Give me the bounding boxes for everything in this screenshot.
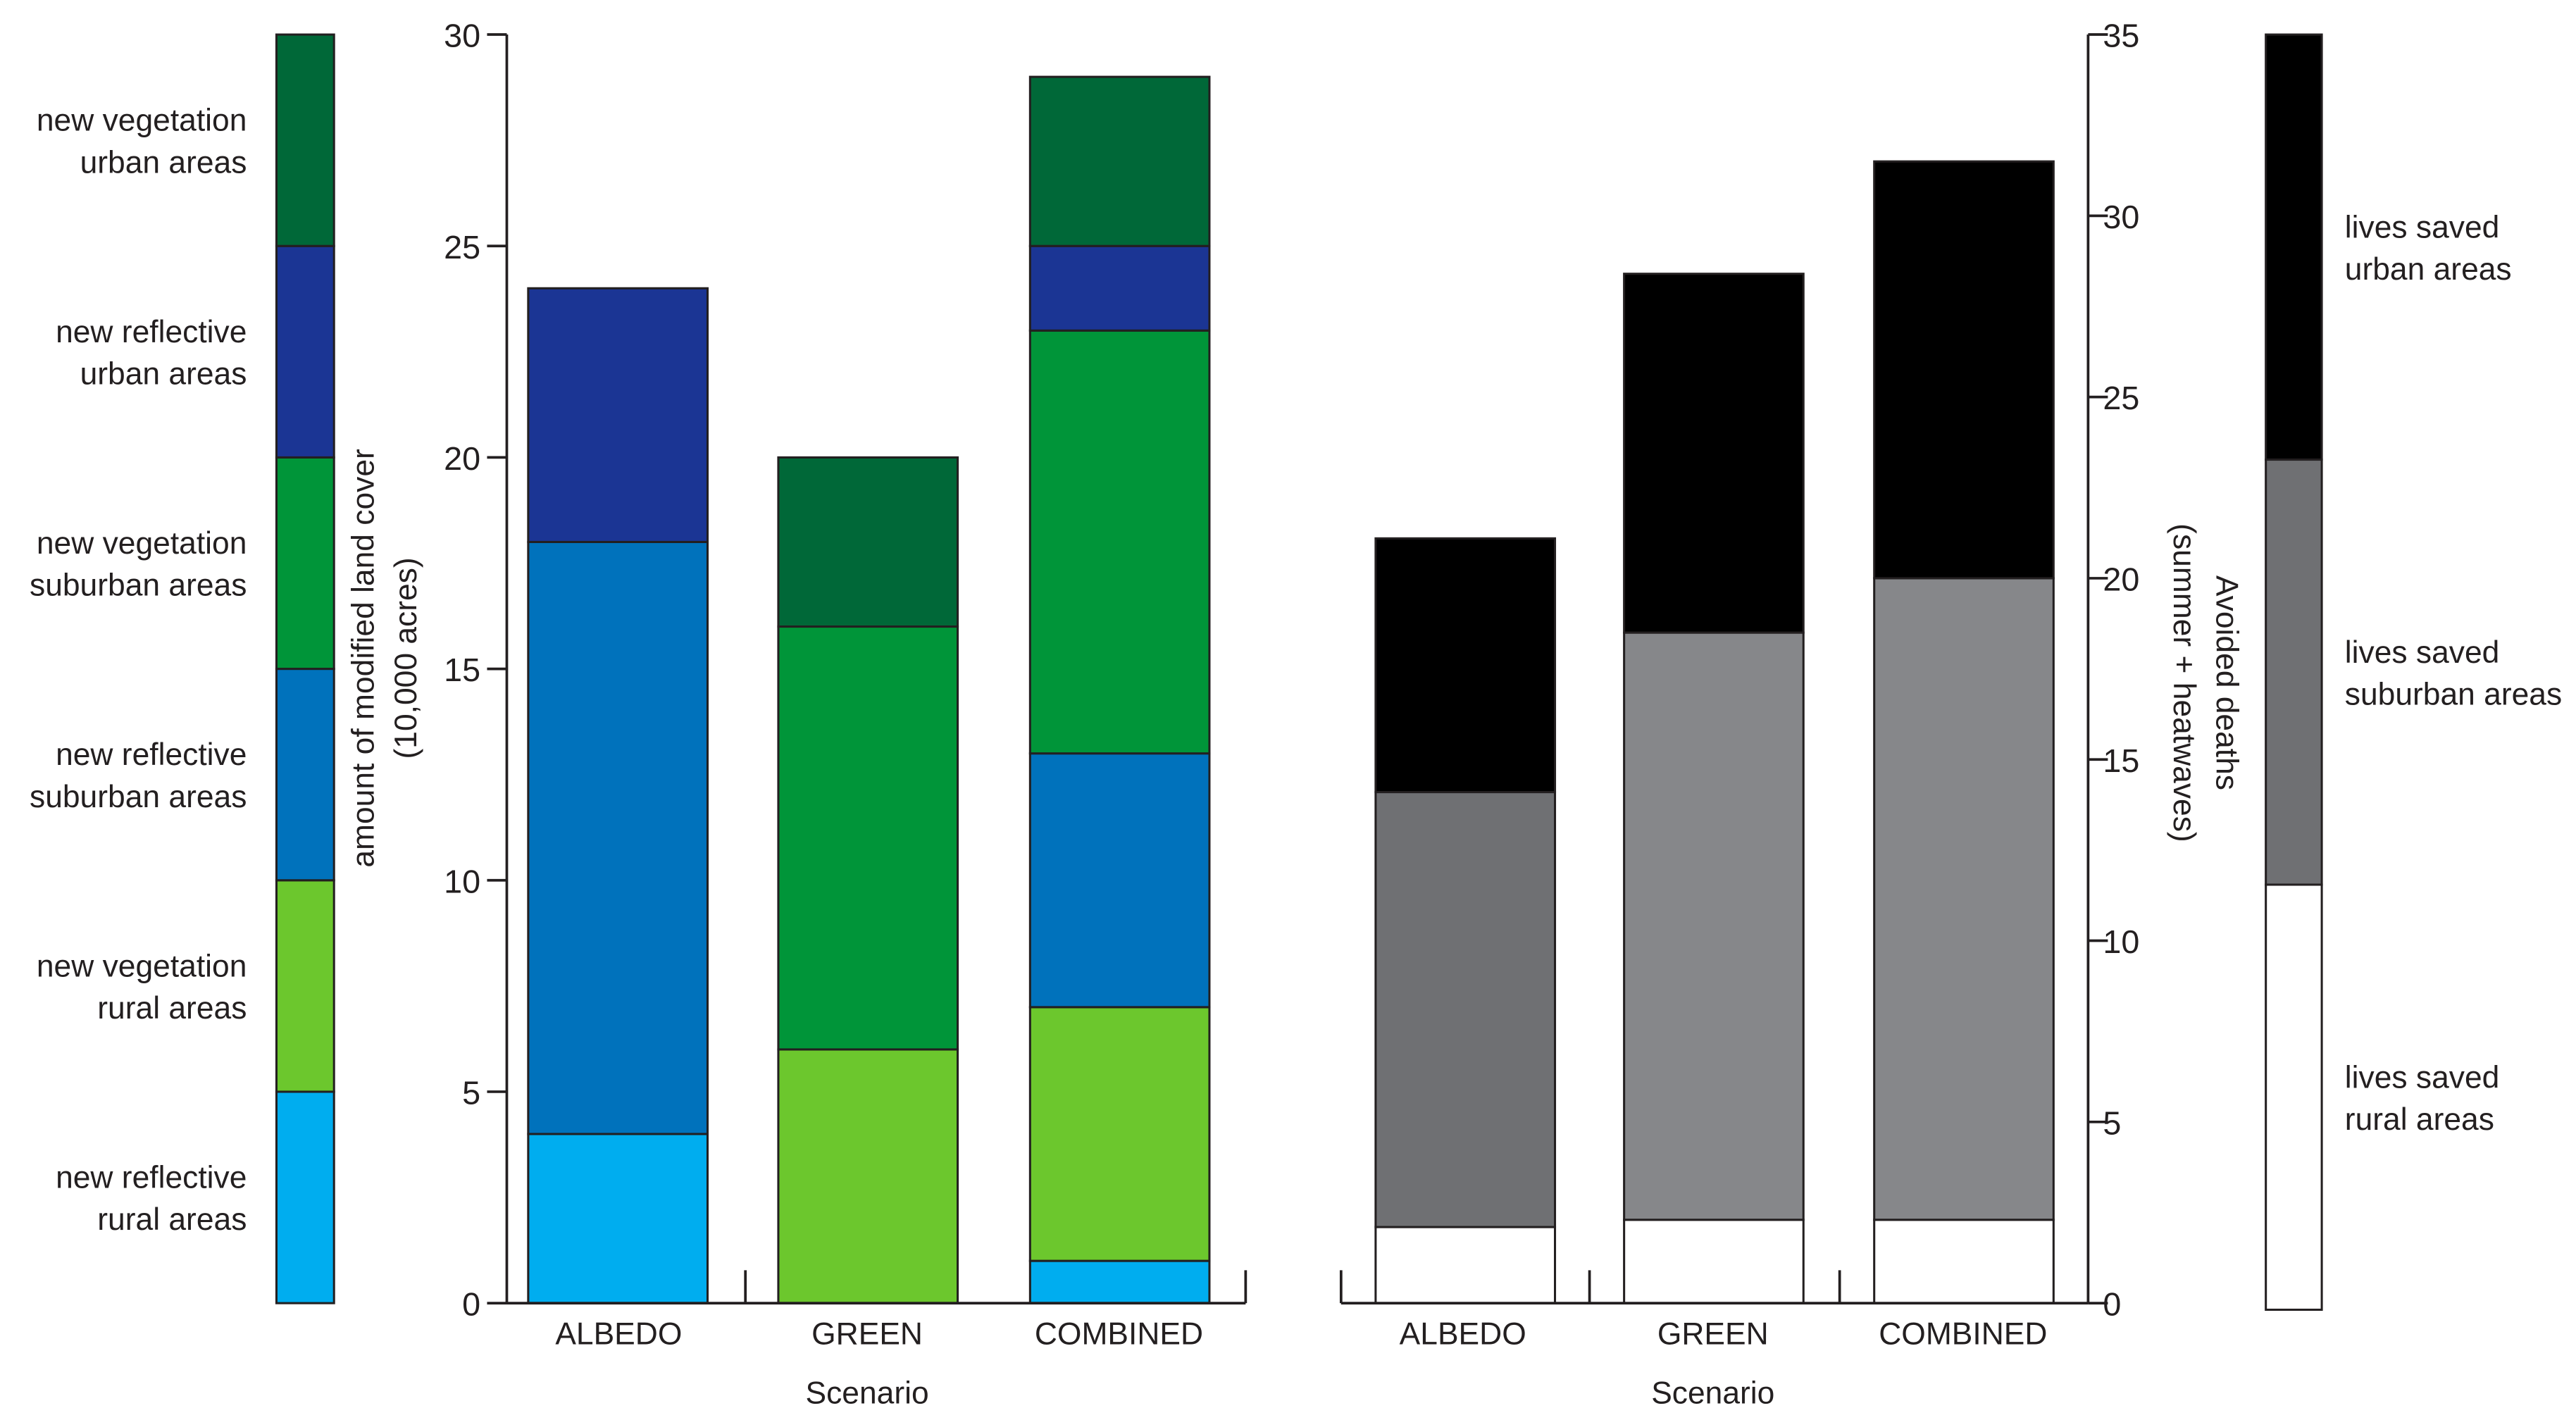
- land-cover-x-tick-label-green: GREEN: [811, 1317, 923, 1352]
- avoided-deaths-legend-label-lives-saved-urban-areas: urban areas: [2345, 252, 2512, 287]
- avoided-deaths-y-tick-label: 25: [2103, 380, 2139, 416]
- avoided-deaths-legend-swatch-lives-saved-urban-areas: [2265, 33, 2323, 461]
- land-cover-bar-combined-new-reflective-urban-areas: [1028, 244, 1211, 332]
- avoided-deaths-bar-combined-lives-saved-urban-areas: [1873, 160, 2055, 580]
- avoided-deaths-x-tick-label-albedo: ALBEDO: [1400, 1317, 1526, 1352]
- land-cover-bar-albedo-new-reflective-urban-areas: [527, 287, 709, 543]
- land-cover-bar-albedo-new-reflective-rural-areas: [527, 1133, 709, 1304]
- avoided-deaths-x-tick-label-combined: COMBINED: [1879, 1317, 2047, 1352]
- avoided-deaths-bar-green-lives-saved-urban-areas: [1623, 273, 1805, 634]
- avoided-deaths-y-tick-label: 20: [2103, 561, 2139, 597]
- land-cover-legend-label-new-vegetation-urban-areas: urban areas: [80, 145, 247, 180]
- avoided-deaths-y-tick-label: 0: [2103, 1286, 2121, 1323]
- avoided-deaths-y-tick-label: 35: [2103, 18, 2139, 54]
- land-cover-legend-swatch-new-reflective-rural-areas: [275, 1090, 335, 1304]
- avoided-deaths-bar-albedo-lives-saved-rural-areas: [1374, 1226, 1557, 1304]
- land-cover-legend-swatch-new-reflective-urban-areas: [275, 244, 335, 459]
- land-cover-legend-label-new-reflective-urban-areas: urban areas: [80, 356, 247, 391]
- land-cover-y-axis-title-units: (10,000 acres): [389, 557, 423, 759]
- land-cover-bar-combined-new-reflective-rural-areas: [1028, 1259, 1211, 1304]
- avoided-deaths-bar-albedo-lives-saved-suburban-areas: [1374, 791, 1557, 1228]
- land-cover-legend-label-new-reflective-urban-areas: new reflective: [56, 315, 247, 349]
- land-cover-x-tick-label-combined: COMBINED: [1035, 1317, 1203, 1352]
- avoided-deaths-legend-swatch-lives-saved-suburban-areas: [2265, 459, 2323, 886]
- land-cover-chart: 0 5 10 15 20 25 30 ALBEDO GREEN COMBINED Scenario a…: [30, 18, 1247, 1411]
- land-cover-bar-combined-new-vegetation-urban-areas: [1028, 75, 1211, 247]
- avoided-deaths-legend-label-lives-saved-suburban-areas: suburban areas: [2345, 677, 2562, 711]
- land-cover-y-tick-label: 20: [444, 440, 480, 477]
- land-cover-y-tick-label: 25: [444, 229, 480, 266]
- avoided-deaths-y-tick-label: 15: [2103, 742, 2139, 779]
- land-cover-bar-green-new-vegetation-suburban-areas: [777, 625, 959, 1051]
- land-cover-y-axis-title: amount of modified land cover: [346, 449, 380, 868]
- avoided-deaths-legend-label-lives-saved-urban-areas: lives saved: [2345, 210, 2500, 244]
- land-cover-legend-swatch-new-reflective-suburban-areas: [275, 668, 335, 882]
- land-cover-bar-combined-new-reflective-suburban-areas: [1028, 752, 1211, 1009]
- land-cover-legend-label-new-vegetation-suburban-areas: new vegetation: [37, 526, 247, 561]
- avoided-deaths-bar-albedo-lives-saved-urban-areas: [1374, 537, 1557, 794]
- land-cover-legend-label-new-reflective-rural-areas: new reflective: [56, 1161, 247, 1195]
- land-cover-bar-combined-new-vegetation-suburban-areas: [1028, 329, 1211, 755]
- avoided-deaths-y-tick-label: 30: [2103, 199, 2139, 235]
- avoided-deaths-y-axis-title-units: (summer + heatwaves): [2167, 523, 2201, 842]
- avoided-deaths-legend-swatch-lives-saved-rural-areas: [2265, 883, 2323, 1311]
- land-cover-legend-swatch-new-vegetation-urban-areas: [275, 33, 335, 247]
- land-cover-legend-label-new-vegetation-rural-areas: new vegetation: [37, 949, 247, 983]
- avoided-deaths-bar-green-lives-saved-suburban-areas: [1623, 631, 1805, 1221]
- avoided-deaths-legend-label-lives-saved-suburban-areas: lives saved: [2345, 635, 2500, 670]
- land-cover-legend-label-new-reflective-rural-areas: rural areas: [97, 1202, 247, 1237]
- land-cover-x-axis-title: Scenario: [806, 1376, 929, 1411]
- land-cover-x-tick-label-albedo: ALBEDO: [555, 1317, 682, 1352]
- land-cover-legend-label-new-vegetation-suburban-areas: suburban areas: [30, 568, 247, 603]
- land-cover-legend-label-new-vegetation-rural-areas: rural areas: [97, 991, 247, 1026]
- land-cover-bar-green-new-vegetation-urban-areas: [777, 456, 959, 628]
- land-cover-legend-label-new-vegetation-urban-areas: new vegetation: [37, 104, 247, 138]
- avoided-deaths-x-axis-title: Scenario: [1651, 1376, 1774, 1411]
- land-cover-legend-swatch-new-vegetation-suburban-areas: [275, 456, 335, 671]
- avoided-deaths-y-tick-label: 10: [2103, 923, 2139, 960]
- land-cover-legend-label-new-reflective-suburban-areas: suburban areas: [30, 780, 247, 814]
- avoided-deaths-chart: 0 5 10 15 20 25 30 35 ALBEDO GREEN COMBINED Scenari…: [1339, 18, 2562, 1411]
- avoided-deaths-y-tick-label: 5: [2103, 1104, 2121, 1141]
- land-cover-legend-label-new-reflective-suburban-areas: new reflective: [56, 737, 247, 772]
- avoided-deaths-x-tick-label-green: GREEN: [1657, 1317, 1769, 1352]
- land-cover-y-tick-label: 0: [462, 1286, 480, 1323]
- land-cover-y-tick-label: 10: [444, 863, 480, 899]
- land-cover-bar-albedo-new-reflective-suburban-areas: [527, 540, 709, 1135]
- land-cover-y-tick-label: 5: [462, 1074, 480, 1111]
- avoided-deaths-bar-combined-lives-saved-rural-areas: [1873, 1219, 2055, 1304]
- land-cover-legend-swatch-new-vegetation-rural-areas: [275, 879, 335, 1093]
- avoided-deaths-bar-green-lives-saved-rural-areas: [1623, 1219, 1805, 1304]
- avoided-deaths-legend-label-lives-saved-rural-areas: rural areas: [2345, 1102, 2494, 1137]
- avoided-deaths-y-axis-title: Avoided deaths: [2210, 575, 2244, 790]
- avoided-deaths-legend-label-lives-saved-rural-areas: lives saved: [2345, 1060, 2500, 1095]
- land-cover-bar-combined-new-vegetation-rural-areas: [1028, 1006, 1211, 1262]
- land-cover-y-tick-label: 15: [444, 652, 480, 688]
- avoided-deaths-bar-combined-lives-saved-suburban-areas: [1873, 577, 2055, 1221]
- land-cover-y-tick-label: 30: [444, 18, 480, 54]
- land-cover-bar-green-new-vegetation-rural-areas: [777, 1048, 959, 1304]
